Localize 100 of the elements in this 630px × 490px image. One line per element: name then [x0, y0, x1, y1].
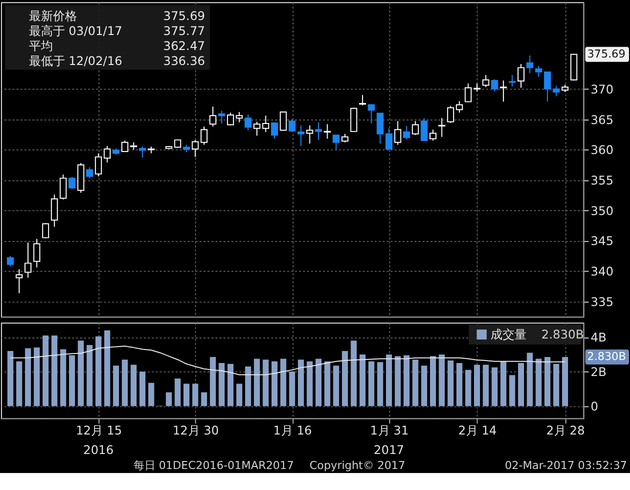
candlestick: [138, 146, 146, 158]
candlestick: [200, 126, 208, 146]
candlestick: [332, 134, 340, 150]
bar: [166, 392, 172, 406]
annotation: 336.36: [163, 54, 206, 68]
candlestick: [376, 112, 384, 144]
candlestick: [244, 114, 252, 131]
bar: [394, 356, 401, 406]
candlestick: [306, 124, 314, 144]
bar: [69, 355, 75, 406]
bar: [34, 348, 40, 406]
y-tick-label: 4B: [590, 330, 606, 345]
bar: [421, 366, 428, 406]
bar: [298, 360, 304, 406]
y-tick-label: 345: [590, 234, 614, 248]
bar: [465, 370, 472, 406]
candlestick: [16, 268, 23, 294]
annotation: 375.77: [163, 24, 206, 38]
bar: [526, 352, 533, 406]
candlestick: [192, 139, 199, 158]
candlestick: [394, 120, 402, 146]
bar: [324, 361, 330, 406]
annotation: 2.830B: [541, 328, 584, 342]
bar: [350, 340, 357, 406]
bar: [333, 366, 340, 406]
candlestick: [420, 118, 428, 142]
text: 02-Mar-2017 03:52:37: [504, 458, 628, 472]
y-tick-label: 355: [590, 173, 614, 188]
bar: [78, 340, 84, 406]
candlestick: [368, 104, 375, 124]
bar: [456, 363, 462, 406]
bar: [201, 392, 208, 406]
x-tick-label: 1月 31: [370, 424, 409, 438]
text: 2017: [374, 442, 404, 457]
y-tick-label: 340: [590, 264, 614, 279]
bar: [104, 330, 110, 406]
candlestick: [33, 238, 40, 268]
candlestick: [6, 255, 14, 267]
annotation: 最高于 03/01/17: [28, 24, 122, 38]
candlestick: [447, 105, 454, 124]
annotation: 362.47: [163, 38, 206, 53]
candlestick: [297, 124, 304, 147]
x-tick-label: 12月 15: [76, 424, 122, 438]
bar: [482, 364, 489, 406]
candlestick: [482, 74, 490, 88]
annotation: 最新价格: [28, 9, 77, 24]
candlestick: [508, 74, 516, 88]
candlestick: [280, 112, 287, 132]
annotation: 最低于 12/02/16: [28, 54, 122, 68]
bar: [536, 358, 542, 406]
candlestick: [288, 118, 296, 133]
x-tick-label: 12月 30: [172, 424, 219, 438]
bar: [130, 364, 137, 406]
text: 2.830B: [587, 350, 626, 364]
y-tick-label: 335: [590, 294, 614, 309]
candlestick: [86, 166, 94, 179]
candlestick: [500, 80, 507, 102]
candlestick: [315, 122, 322, 140]
bar: [148, 382, 154, 406]
candlestick: [42, 222, 50, 239]
bar: [386, 354, 392, 406]
bar: [474, 364, 480, 406]
bar: [289, 372, 296, 406]
bar: [306, 361, 313, 406]
bar: [430, 356, 436, 406]
y-tick-label: 360: [590, 143, 614, 158]
candlestick: [412, 120, 419, 136]
candlestick: [324, 124, 331, 140]
text: 每日 01DEC2016-01MAR2017: [133, 458, 294, 472]
candlestick: [456, 100, 463, 114]
bar: [272, 361, 278, 406]
candlestick: [226, 112, 234, 126]
bar: [544, 357, 550, 406]
candlestick: [526, 55, 534, 74]
candlestick: [209, 106, 216, 128]
text: 375.69: [587, 47, 626, 60]
text: 2016: [83, 442, 114, 457]
bar: [492, 367, 498, 406]
bar: [42, 336, 49, 406]
candlestick: [68, 176, 76, 190]
bar: [342, 350, 348, 406]
bar: [236, 384, 242, 406]
bar: [245, 366, 252, 406]
candlestick: [24, 242, 32, 278]
candlestick: [429, 129, 436, 142]
bar: [183, 384, 190, 406]
bar: [218, 363, 225, 406]
candlestick: [385, 128, 392, 150]
y-tick-label: 365: [590, 112, 614, 127]
candlestick: [403, 125, 410, 140]
bar: [562, 357, 568, 406]
legend-label: 成交量: [490, 328, 527, 342]
candlestick: [438, 118, 446, 138]
bar: [368, 361, 374, 406]
bar: [24, 348, 31, 406]
bar: [518, 363, 524, 406]
line-series: [10, 346, 566, 376]
candlestick: [359, 94, 366, 106]
candlestick: [552, 85, 560, 97]
bar: [412, 360, 418, 406]
